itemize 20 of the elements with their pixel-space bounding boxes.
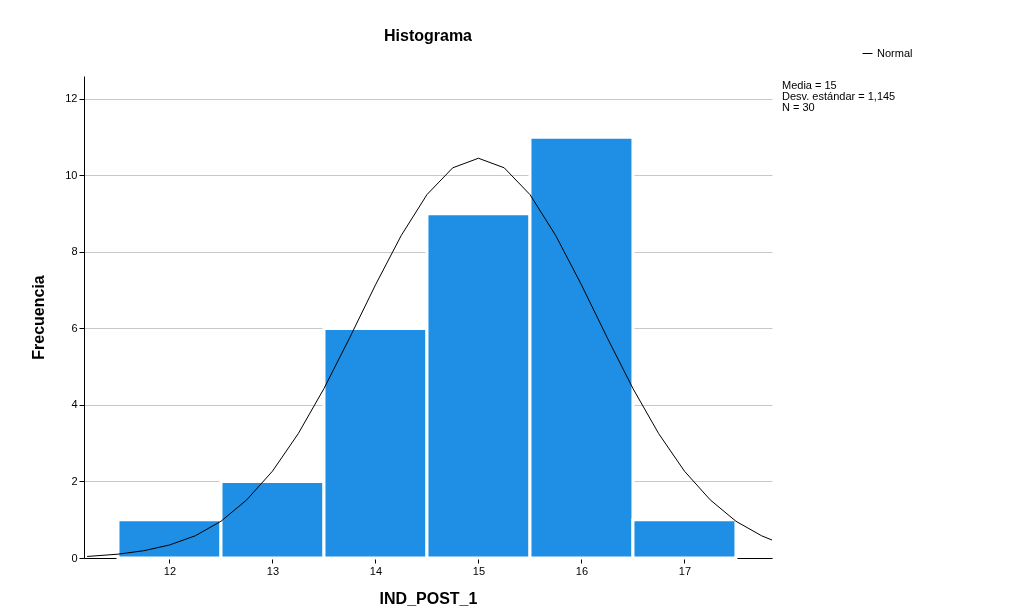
x-tick-label: 14 [369,564,383,577]
y-axis-title: Frecuencia [30,275,48,360]
x-tick-label: 15 [472,564,486,577]
chart-title: Histograma [383,27,473,44]
text: N = 30 [782,101,815,113]
y-tick-label: 4 [71,398,78,411]
y-tick-label: 10 [65,168,78,181]
y-tick-label: 0 [71,551,78,564]
text: Media = 15 [782,79,837,91]
x-tick-label: 12 [163,564,177,577]
x-tick-label: 17 [678,564,692,577]
x-tick-label: 13 [266,564,280,577]
legend-label: Normal [877,46,913,59]
text: Desv. estándar = 1,145 [782,90,896,102]
y-tick-label: 6 [71,321,78,334]
x-tick-label: 16 [575,564,589,577]
y-tick-label: 12 [65,92,78,105]
x-axis-title: IND_POST_1 [379,589,478,607]
y-tick-label: 2 [71,474,78,487]
y-tick-label: 8 [71,245,78,258]
